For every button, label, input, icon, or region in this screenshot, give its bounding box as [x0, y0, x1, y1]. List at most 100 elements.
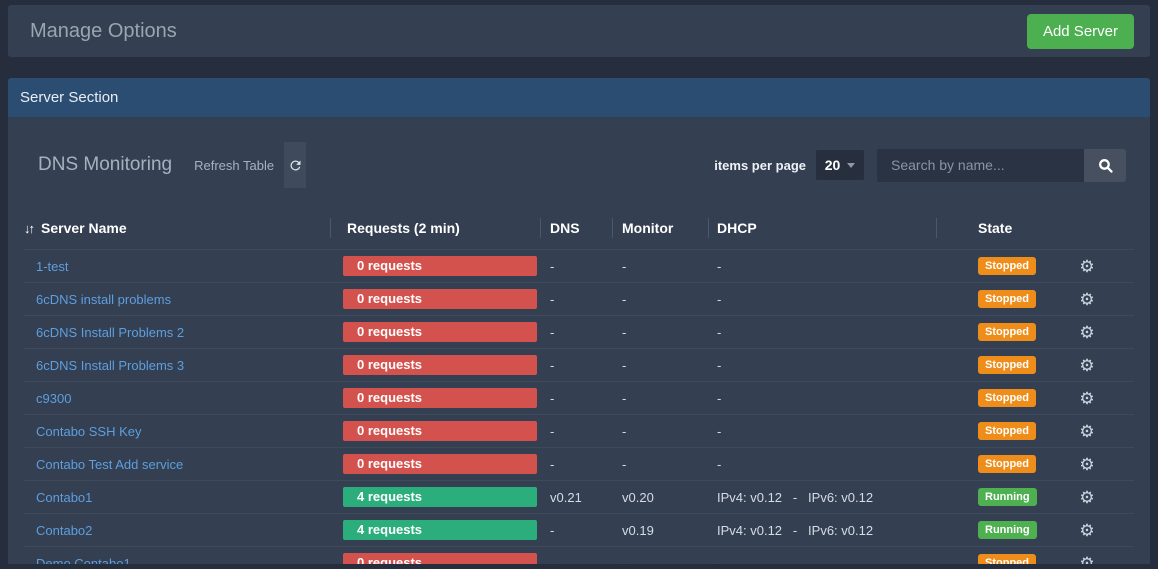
- column-actions: [1040, 207, 1134, 249]
- requests-cell: 4 requests: [330, 520, 540, 540]
- servers-table: ↓↑ Server Name Requests (2 min) DNS Moni…: [8, 207, 1150, 564]
- requests-cell: 4 requests: [330, 487, 540, 507]
- server-name-cell: c9300: [24, 391, 330, 406]
- column-dhcp: DHCP: [708, 207, 936, 249]
- server-name-link[interactable]: Demo Contabo1: [36, 555, 131, 565]
- gear-icon[interactable]: ⚙: [1079, 289, 1095, 309]
- server-name-link[interactable]: 6cDNS Install Problems 2: [36, 324, 185, 340]
- gear-icon[interactable]: ⚙: [1079, 487, 1095, 507]
- server-name-link[interactable]: 6cDNS install problems: [36, 291, 172, 307]
- table-row: Contabo2 4 requests - v0.19 IPv4: v0.12 …: [24, 513, 1134, 546]
- dhcp-value: -: [717, 390, 722, 406]
- server-name-link[interactable]: Contabo1: [36, 489, 93, 505]
- requests-cell: 0 requests: [330, 553, 540, 564]
- dns-value: -: [550, 522, 555, 538]
- search-icon: [1097, 157, 1114, 174]
- server-name-link[interactable]: 6cDNS Install Problems 3: [36, 357, 185, 373]
- search-button[interactable]: [1084, 148, 1126, 182]
- state-cell: Stopped: [936, 422, 1040, 440]
- requests-badge: 0 requests: [343, 421, 537, 441]
- actions-cell: ⚙: [1040, 423, 1134, 440]
- requests-cell: 0 requests: [330, 421, 540, 441]
- add-server-button[interactable]: Add Server: [1026, 13, 1134, 49]
- server-name-link[interactable]: c9300: [36, 390, 72, 406]
- sort-icon[interactable]: ↓↑: [24, 220, 35, 236]
- table-row: 6cDNS install problems 0 requests - - - …: [24, 282, 1134, 315]
- dns-value: -: [550, 423, 555, 439]
- state-badge: Stopped: [978, 290, 1036, 308]
- requests-cell: 0 requests: [330, 289, 540, 309]
- server-name-link[interactable]: Contabo SSH Key: [36, 423, 142, 439]
- monitor-value: -: [622, 423, 627, 439]
- monitor-value: -: [622, 456, 627, 472]
- state-cell: Stopped: [936, 455, 1040, 473]
- gear-icon[interactable]: ⚙: [1079, 454, 1095, 474]
- server-name-cell: 6cDNS Install Problems 3: [24, 358, 330, 373]
- state-cell: Stopped: [936, 356, 1040, 374]
- state-badge: Stopped: [978, 257, 1036, 275]
- requests-badge: 0 requests: [343, 388, 537, 408]
- requests-cell: 0 requests: [330, 454, 540, 474]
- dns-value: -: [550, 258, 555, 274]
- gear-icon[interactable]: ⚙: [1079, 520, 1095, 540]
- requests-cell: 0 requests: [330, 355, 540, 375]
- toolbar-right: items per page 20: [714, 148, 1126, 182]
- actions-cell: ⚙: [1040, 357, 1134, 374]
- table-row: 6cDNS Install Problems 3 0 requests - - …: [24, 348, 1134, 381]
- state-cell: Stopped: [936, 257, 1040, 275]
- server-name-link[interactable]: 1-test: [36, 258, 69, 274]
- server-name-link[interactable]: Contabo2: [36, 522, 93, 538]
- items-per-page-value: 20: [824, 157, 841, 173]
- requests-cell: 0 requests: [330, 388, 540, 408]
- monitor-value: v0.20: [622, 489, 654, 505]
- dhcp-value: -: [717, 291, 722, 307]
- gear-icon[interactable]: ⚙: [1079, 322, 1095, 342]
- requests-cell: 0 requests: [330, 256, 540, 276]
- table-row: Contabo SSH Key 0 requests - - - Stopped…: [24, 414, 1134, 447]
- dns-value: -: [550, 291, 555, 307]
- monitor-value: -: [622, 390, 627, 406]
- requests-badge: 0 requests: [343, 454, 537, 474]
- actions-cell: ⚙: [1040, 324, 1134, 341]
- actions-cell: ⚙: [1040, 390, 1134, 407]
- table-row: Contabo Test Add service 0 requests - - …: [24, 447, 1134, 480]
- column-label: DNS: [550, 220, 580, 236]
- page-title: Manage Options: [30, 19, 177, 42]
- gear-icon[interactable]: ⚙: [1079, 553, 1095, 565]
- section-header: Server Section: [8, 78, 1150, 117]
- state-badge: Stopped: [978, 389, 1036, 407]
- dhcp-value: -: [717, 324, 722, 340]
- refresh-icon: [288, 158, 303, 173]
- column-label: Requests (2 min): [347, 220, 460, 236]
- search-group: [877, 148, 1126, 182]
- gear-icon[interactable]: ⚙: [1079, 388, 1095, 408]
- dhcp-value: -: [717, 555, 722, 565]
- monitor-value: -: [622, 258, 627, 274]
- requests-badge: 0 requests: [343, 256, 537, 276]
- dns-value: -: [550, 357, 555, 373]
- refresh-table-button[interactable]: [284, 142, 307, 188]
- gear-icon[interactable]: ⚙: [1079, 421, 1095, 441]
- requests-badge: 0 requests: [343, 289, 537, 309]
- section-title: Server Section: [20, 89, 119, 106]
- monitor-value: -: [622, 324, 627, 340]
- table-row: 1-test 0 requests - - - Stopped ⚙: [24, 249, 1134, 282]
- dhcp-value: IPv4: v0.12 - IPv6: v0.12: [717, 489, 874, 505]
- state-badge: Stopped: [978, 554, 1036, 564]
- gear-icon[interactable]: ⚙: [1079, 355, 1095, 375]
- state-badge: Running: [978, 521, 1037, 539]
- column-label: DHCP: [717, 220, 757, 236]
- column-state: State: [936, 207, 1040, 249]
- requests-badge: 4 requests: [343, 520, 537, 540]
- dns-value: -: [550, 555, 555, 565]
- server-name-link[interactable]: Contabo Test Add service: [36, 456, 184, 472]
- column-server-name[interactable]: ↓↑ Server Name: [24, 207, 330, 249]
- search-input[interactable]: [877, 148, 1084, 182]
- actions-cell: ⚙: [1040, 522, 1134, 539]
- column-requests: Requests (2 min): [330, 207, 540, 249]
- items-per-page-select[interactable]: 20: [816, 150, 864, 180]
- panel-body: DNS Monitoring Refresh Table items per p…: [8, 117, 1150, 564]
- dns-value: v0.21: [550, 489, 582, 505]
- state-badge: Stopped: [978, 356, 1036, 374]
- gear-icon[interactable]: ⚙: [1079, 256, 1095, 276]
